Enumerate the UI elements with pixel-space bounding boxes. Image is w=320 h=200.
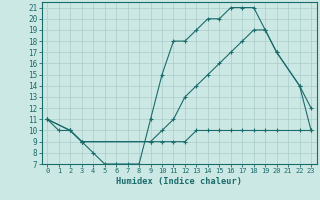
- X-axis label: Humidex (Indice chaleur): Humidex (Indice chaleur): [116, 177, 242, 186]
